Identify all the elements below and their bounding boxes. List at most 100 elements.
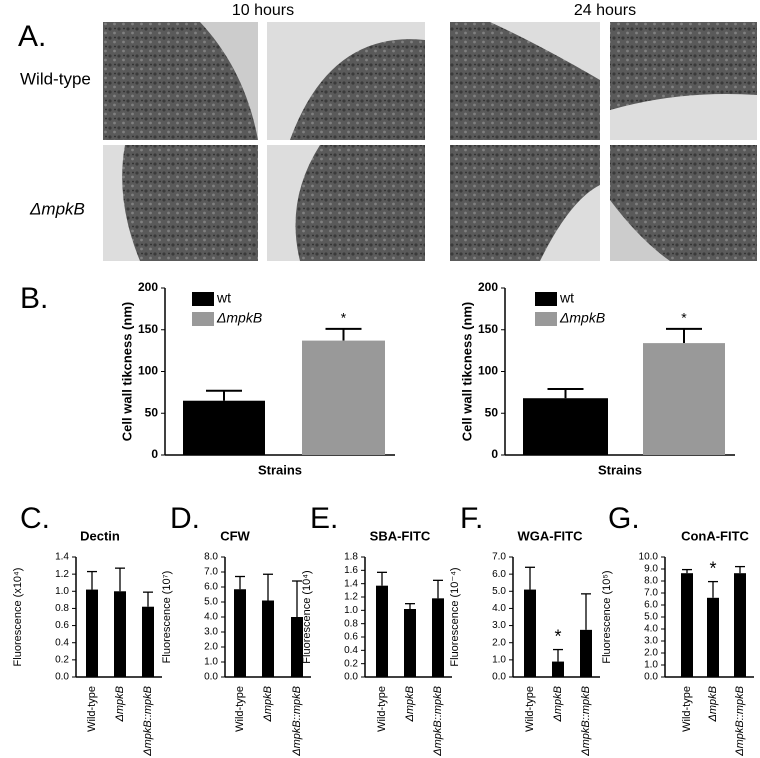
y-tick-label: 0.4 <box>55 637 69 648</box>
column-label: 24 hours <box>574 2 636 19</box>
y-tick-label: 8.0 <box>644 576 658 587</box>
panel-label: D. <box>170 502 200 535</box>
panel-label: A. <box>18 20 46 53</box>
y-tick-label: 0.8 <box>55 603 69 614</box>
legend-label: wt <box>559 290 574 306</box>
micrograph-bg <box>610 94 757 140</box>
y-tick-label: 50 <box>145 405 159 419</box>
bar <box>681 573 693 677</box>
y-axis-label: Fluorescence (10⁴) <box>301 570 313 663</box>
y-tick-label: 0.2 <box>344 658 358 669</box>
bar <box>524 589 536 677</box>
y-tick-label: 3.0 <box>644 636 658 647</box>
y-tick-label: 200 <box>478 280 498 294</box>
panel-label: F. <box>460 502 483 535</box>
y-tick-label: 1.4 <box>55 552 69 563</box>
y-tick-label: 4.0 <box>204 612 218 623</box>
x-tick-label: ΔmpkB::mpkB <box>291 686 303 757</box>
x-tick-label: ΔmpkB <box>707 686 719 723</box>
y-tick-label: 0.8 <box>344 618 358 629</box>
bar <box>302 340 385 455</box>
bar <box>262 600 274 677</box>
bar <box>86 589 98 677</box>
y-tick-label: 150 <box>138 322 158 336</box>
y-tick-label: 5.0 <box>492 586 506 597</box>
y-tick-label: 6.0 <box>644 600 658 611</box>
y-tick-label: 0.6 <box>344 632 358 643</box>
legend-swatch <box>192 292 214 306</box>
x-tick-label: ΔmpkB::mpkB <box>580 686 592 757</box>
micrograph-bg <box>610 200 670 261</box>
y-tick-label: 0 <box>491 447 498 461</box>
x-tick-label: ΔmpkB <box>552 686 564 723</box>
y-axis-label: Fluorescence (10⁷) <box>161 571 173 664</box>
y-tick-label: 0.2 <box>55 654 69 665</box>
bar <box>142 606 154 677</box>
legend-swatch <box>192 312 214 326</box>
y-tick-label: 3.0 <box>204 627 218 638</box>
y-tick-label: 6.0 <box>492 569 506 580</box>
y-tick-label: 5.0 <box>644 612 658 623</box>
y-tick-label: 1.0 <box>344 605 358 616</box>
y-tick-label: 1.0 <box>55 586 69 597</box>
x-tick-label: ΔmpkB <box>404 686 416 723</box>
micrographs <box>103 22 757 261</box>
panel-label: G. <box>608 502 640 535</box>
y-tick-label: 3.0 <box>492 620 506 631</box>
panel-label: C. <box>20 502 50 535</box>
x-tick-label: ΔmpkB::mpkB <box>432 686 444 757</box>
chart-title: CFW <box>220 528 250 543</box>
x-tick-label: Wild-type <box>234 686 246 732</box>
bar <box>291 617 303 677</box>
y-tick-label: 9.0 <box>644 564 658 575</box>
y-tick-label: 0.0 <box>344 672 358 683</box>
y-tick-label: 7.0 <box>204 567 218 578</box>
y-tick-label: 150 <box>478 322 498 336</box>
bar <box>114 591 126 677</box>
x-tick-label: Wild-type <box>376 686 388 732</box>
y-tick-label: 1.0 <box>204 657 218 668</box>
micrograph-bg <box>200 22 258 140</box>
bar <box>552 661 564 677</box>
micrograph-bg <box>267 145 320 261</box>
legend-label: ΔmpkB <box>216 310 262 326</box>
y-tick-label: 1.0 <box>644 660 658 671</box>
panel-label: B. <box>20 282 48 315</box>
bar <box>523 398 608 455</box>
micrograph-bg <box>540 185 600 261</box>
y-tick-label: 1.0 <box>492 654 506 665</box>
y-axis-label: Cell wall tikcness (nm) <box>119 302 134 441</box>
y-axis-label: Cell wall tikcness (nm) <box>459 302 474 441</box>
row-label: Wild-type <box>20 69 91 88</box>
chart-title: SBA-FITC <box>370 528 431 543</box>
y-tick-label: 0.0 <box>204 672 218 683</box>
y-tick-label: 4.0 <box>644 624 658 635</box>
y-tick-label: 200 <box>138 280 158 294</box>
y-tick-label: 0.4 <box>344 645 358 656</box>
column-label: 10 hours <box>232 2 294 19</box>
y-tick-label: 2.0 <box>492 637 506 648</box>
y-tick-label: 6.0 <box>204 582 218 593</box>
x-tick-label: ΔmpkB <box>262 686 274 723</box>
bar <box>432 598 444 677</box>
y-tick-label: 100 <box>138 364 158 378</box>
micrograph-bg <box>267 22 425 140</box>
micrograph-bg <box>103 145 140 261</box>
significance: * <box>554 626 561 646</box>
y-tick-label: 1.2 <box>344 592 358 603</box>
y-tick-label: 2.0 <box>644 648 658 659</box>
bar <box>376 585 388 677</box>
bar <box>734 573 746 677</box>
y-tick-label: 1.4 <box>344 578 358 589</box>
y-tick-label: 10.0 <box>639 552 659 563</box>
significance: * <box>709 558 716 578</box>
chart-title: Dectin <box>80 528 120 543</box>
row-label: ΔmpkB <box>29 199 85 218</box>
legend-label: ΔmpkB <box>559 310 605 326</box>
chart-title: WGA-FITC <box>518 528 584 543</box>
bar <box>707 597 719 677</box>
x-tick-label: ΔmpkB::mpkB <box>734 686 746 757</box>
x-tick-label: Wild-type <box>524 686 536 732</box>
y-tick-label: 4.0 <box>492 603 506 614</box>
